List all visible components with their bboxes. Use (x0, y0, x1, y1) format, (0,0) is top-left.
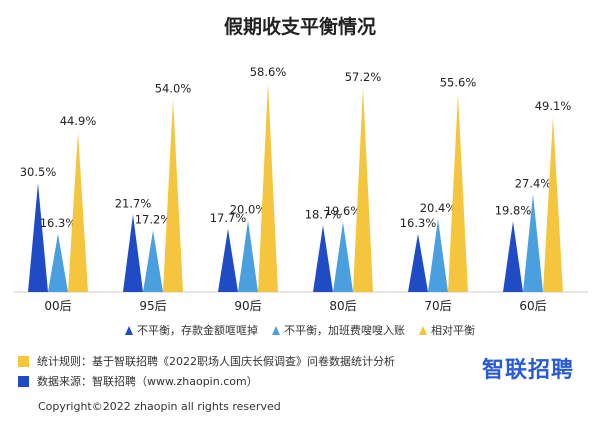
bar-80后-series-3 (353, 87, 373, 292)
value-label-80后-series-3: 57.2% (345, 70, 382, 84)
legend-label-1: 不平衡，存款金额哐哐掉 (137, 324, 258, 337)
bar-90后-series-2 (238, 220, 258, 292)
value-label-90后-series-3: 58.6% (250, 65, 287, 79)
category-label-60后: 60后 (519, 299, 546, 313)
value-label-00后-series-2: 16.3% (40, 216, 77, 230)
legend-item-3: 相对平衡 (419, 322, 475, 338)
value-label-90后-series-2: 20.0% (230, 203, 267, 217)
legend-marker-yellow (419, 325, 427, 335)
category-label-70后: 70后 (424, 299, 451, 313)
legend-item-2: 不平衡，加班费嗖嗖入账 (272, 322, 405, 338)
value-label-60后-series-1: 19.8% (495, 203, 532, 217)
chart-title: 假期收支平衡情况 (223, 16, 376, 38)
bar-70后-series-1 (408, 233, 428, 292)
value-label-70后-series-3: 55.6% (440, 76, 477, 90)
bar-80后-series-1 (313, 225, 333, 292)
category-label-90后: 90后 (234, 299, 261, 313)
category-label-00后: 00后 (44, 299, 71, 313)
bar-95后-series-1 (123, 214, 143, 292)
legend-label-3: 相对平衡 (431, 324, 475, 337)
value-label-00后-series-3: 44.9% (60, 114, 97, 128)
footnote-source: 数据来源：智联招聘（www.zhaopin.com） (18, 371, 395, 391)
bar-60后-series-1 (503, 221, 523, 292)
value-label-90后-series-1: 17.7% (210, 211, 247, 225)
logo-text: 智联招聘 (481, 358, 574, 383)
value-label-00后-series-1: 30.5% (20, 165, 57, 179)
value-label-95后-series-3: 54.0% (155, 81, 192, 95)
blue-square-icon (18, 375, 29, 387)
bar-90后-series-1 (218, 228, 238, 292)
bar-00后-series-3 (68, 131, 88, 292)
bar-95后-series-2 (143, 230, 163, 292)
footnote-rule: 统计规则：基于智联招聘《2022职场人国庆长假调查》问卷数据统计分析 (18, 351, 395, 371)
legend-marker-light-blue (272, 325, 280, 335)
zhaopin-logo: 智联招聘 (482, 352, 574, 384)
footnote-rule-text: 统计规则：基于智联招聘《2022职场人国庆长假调查》问卷数据统计分析 (37, 355, 395, 368)
bar-70后-series-3 (448, 93, 468, 293)
value-label-60后-series-2: 27.4% (515, 176, 552, 190)
bar-95后-series-3 (163, 99, 183, 293)
value-label-60后-series-3: 49.1% (535, 99, 572, 113)
chart-legend: 不平衡，存款金额哐哐掉 不平衡，加班费嗖嗖入账 相对平衡 (0, 322, 600, 338)
copyright-text: Copyright©2022 zhaopin all rights reserv… (38, 400, 281, 413)
value-label-70后-series-2: 20.4% (420, 201, 457, 215)
category-label-80后: 80后 (329, 299, 356, 313)
value-label-80后-series-1: 18.7% (305, 207, 342, 221)
bar-00后-series-2 (48, 233, 68, 292)
bar-70后-series-2 (428, 219, 448, 292)
legend-label-2: 不平衡，加班费嗖嗖入账 (284, 324, 405, 337)
value-label-95后-series-1: 21.7% (115, 197, 152, 211)
bar-60后-series-3 (543, 116, 563, 292)
bar-80后-series-2 (333, 222, 353, 292)
value-label-80后-series-2: 19.6% (325, 204, 362, 218)
footnotes: 统计规则：基于智联招聘《2022职场人国庆长假调查》问卷数据统计分析 数据来源：… (18, 351, 395, 391)
value-label-70后-series-1: 16.3% (400, 216, 437, 230)
legend-item-1: 不平衡，存款金额哐哐掉 (125, 322, 258, 338)
bar-90后-series-3 (258, 82, 278, 292)
legend-marker-dark-blue (125, 325, 133, 335)
category-label-95后: 95后 (139, 299, 166, 313)
yellow-square-icon (18, 355, 29, 367)
value-label-95后-series-2: 17.2% (135, 213, 172, 227)
bar-00后-series-1 (28, 183, 48, 292)
footnote-source-text: 数据来源：智联招聘（www.zhaopin.com） (37, 375, 258, 388)
bar-chart: 30.5% 16.3% 44.9% 00后 21.7% 17.2% 54.0% 95后 17.7… (14, 65, 588, 313)
bar-60后-series-2 (523, 194, 543, 292)
